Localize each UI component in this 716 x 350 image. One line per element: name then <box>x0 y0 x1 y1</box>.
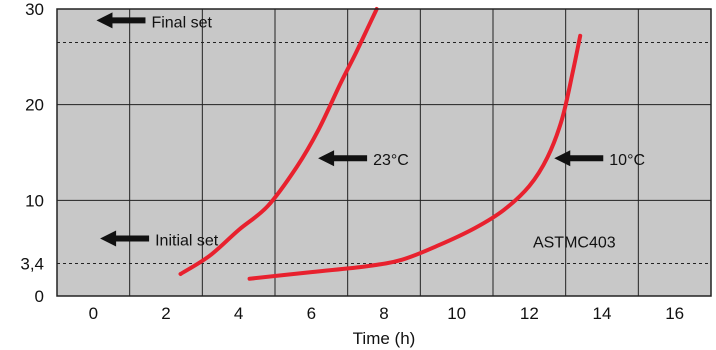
series-line-10c <box>247 33 583 281</box>
x-tick-label: 8 <box>379 304 388 323</box>
y-tick-label: 20 <box>25 96 44 115</box>
y-axis-ticks: 0 3,4 10 20 30 <box>20 0 44 306</box>
annotation-arrow-icon <box>318 150 368 167</box>
series-line-23c <box>178 7 379 276</box>
x-tick-label: 6 <box>307 304 316 323</box>
annotation-label: Initial set <box>155 233 219 250</box>
x-tick-label: 14 <box>593 304 612 323</box>
annotations: 23°C 10°C ASTMC403 Final set Initial set <box>96 12 645 251</box>
annotation-label: 10°C <box>609 152 645 169</box>
x-tick-label: 4 <box>234 304 243 323</box>
x-tick-label: 0 <box>89 304 98 323</box>
y-tick-label: 10 <box>25 191 44 210</box>
x-tick-label: 16 <box>665 304 684 323</box>
x-axis-title: Time (h) <box>353 329 416 348</box>
x-tick-label: 12 <box>520 304 539 323</box>
x-tick-label: 10 <box>447 304 466 323</box>
annotation-arrow-icon <box>100 230 150 247</box>
y-tick-label: 3,4 <box>20 254 44 273</box>
y-tick-label: 0 <box>35 287 44 306</box>
plot-border <box>56 8 712 297</box>
plot-area <box>57 9 711 296</box>
annotation-label: 23°C <box>373 152 409 169</box>
series-layer <box>178 7 583 281</box>
y-tick-label: 30 <box>25 0 44 19</box>
annotation-label: Final set <box>151 14 212 31</box>
annotation-arrow-icon <box>96 12 146 29</box>
annotation-label: ASTMC403 <box>533 234 616 251</box>
annotation-arrow-icon <box>554 150 604 167</box>
x-tick-label: 2 <box>161 304 170 323</box>
grid <box>57 9 711 296</box>
x-axis-ticks: 0 2 4 6 8 10 12 14 16 <box>89 304 685 323</box>
